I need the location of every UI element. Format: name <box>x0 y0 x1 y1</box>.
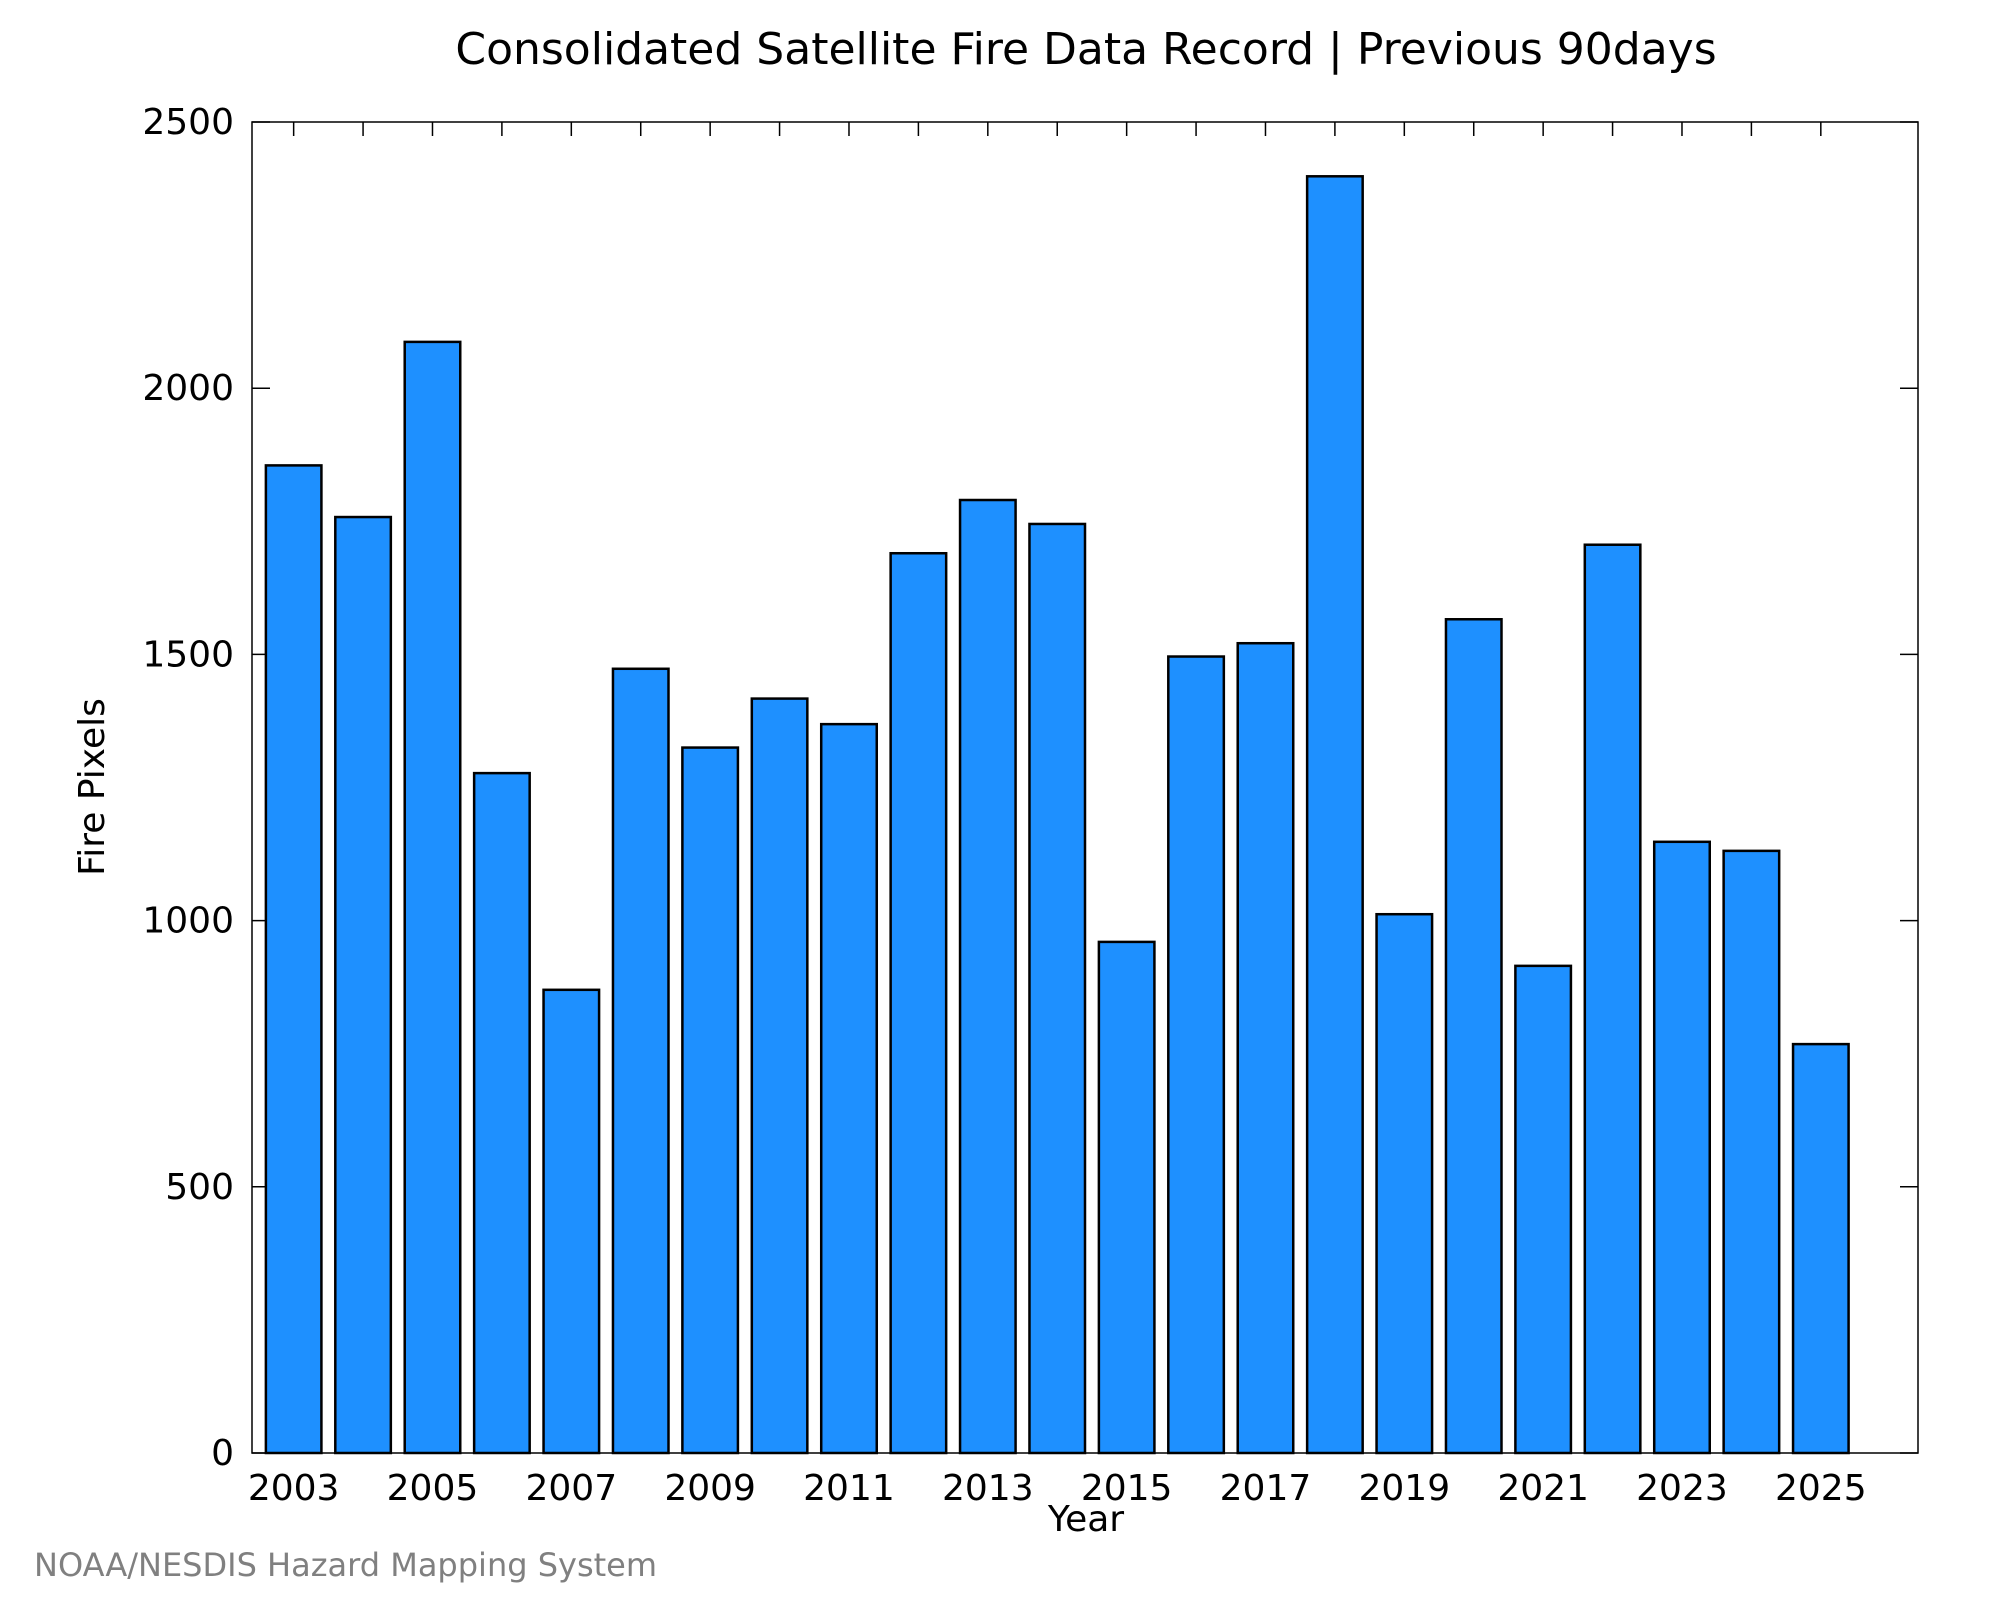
y-tick-label-1500: 1500 <box>142 634 234 675</box>
x-tick-label-2019: 2019 <box>1359 1468 1451 1509</box>
bar-2008 <box>611 667 670 1455</box>
bar-2015 <box>1097 940 1156 1455</box>
y-axis-label: Fire Pixels <box>72 698 113 876</box>
y-tick-label-500: 500 <box>165 1167 234 1208</box>
bar-2023 <box>1652 840 1712 1455</box>
bar-2024 <box>1722 849 1781 1455</box>
bar-2012 <box>889 551 948 1455</box>
bar-2003 <box>264 464 323 1455</box>
x-tick-label-2023: 2023 <box>1636 1468 1728 1509</box>
bar-2013 <box>958 498 1017 1455</box>
bar-2020 <box>1444 618 1503 1455</box>
x-tick-label-2009: 2009 <box>664 1468 756 1509</box>
bar-2016 <box>1167 655 1226 1455</box>
x-tick-label-2025: 2025 <box>1775 1468 1867 1509</box>
y-tick-label-1000: 1000 <box>142 901 234 942</box>
bar-2021 <box>1514 964 1573 1455</box>
x-tick-label-2003: 2003 <box>248 1468 340 1509</box>
credit-text: NOAA/NESDIS Hazard Mapping System <box>34 1546 657 1584</box>
x-axis: 2003 2005 2007 2009 2011 2013 2015 2017 2019 2021… <box>248 122 1867 1509</box>
bar-2019 <box>1375 912 1434 1455</box>
bar-2025 <box>1791 1042 1850 1455</box>
x-tick-label-2005: 2005 <box>387 1468 479 1509</box>
bar-2011 <box>819 722 879 1455</box>
x-tick-label-2015: 2015 <box>1081 1468 1173 1509</box>
bar-2022 <box>1583 543 1642 1455</box>
bars-group <box>264 175 1850 1455</box>
x-axis-label: Year <box>1047 1499 1124 1540</box>
bar-2006 <box>472 771 531 1455</box>
x-tick-label-2017: 2017 <box>1220 1468 1312 1509</box>
chart-title: Consolidated Satellite Fire Data Record … <box>455 24 1716 75</box>
bar-2018 <box>1305 175 1364 1455</box>
bar-2009 <box>681 746 740 1455</box>
y-tick-label-0: 0 <box>211 1433 234 1474</box>
bar-2004 <box>334 515 393 1455</box>
y-tick-label-2000: 2000 <box>142 368 234 409</box>
bar-2005 <box>403 340 462 1455</box>
bar-2017 <box>1236 641 1295 1455</box>
x-tick-label-2007: 2007 <box>526 1468 618 1509</box>
y-tick-label-2500: 2500 <box>142 102 234 143</box>
x-tick-label-2013: 2013 <box>942 1468 1034 1509</box>
bar-2010 <box>750 697 809 1455</box>
bar-2014 <box>1028 522 1087 1455</box>
bar-2007 <box>542 988 601 1455</box>
x-tick-label-2021: 2021 <box>1497 1468 1589 1509</box>
y-axis: 0 500 1000 1500 2000 2500 <box>142 102 1918 1474</box>
x-tick-label-2011: 2011 <box>803 1468 895 1509</box>
